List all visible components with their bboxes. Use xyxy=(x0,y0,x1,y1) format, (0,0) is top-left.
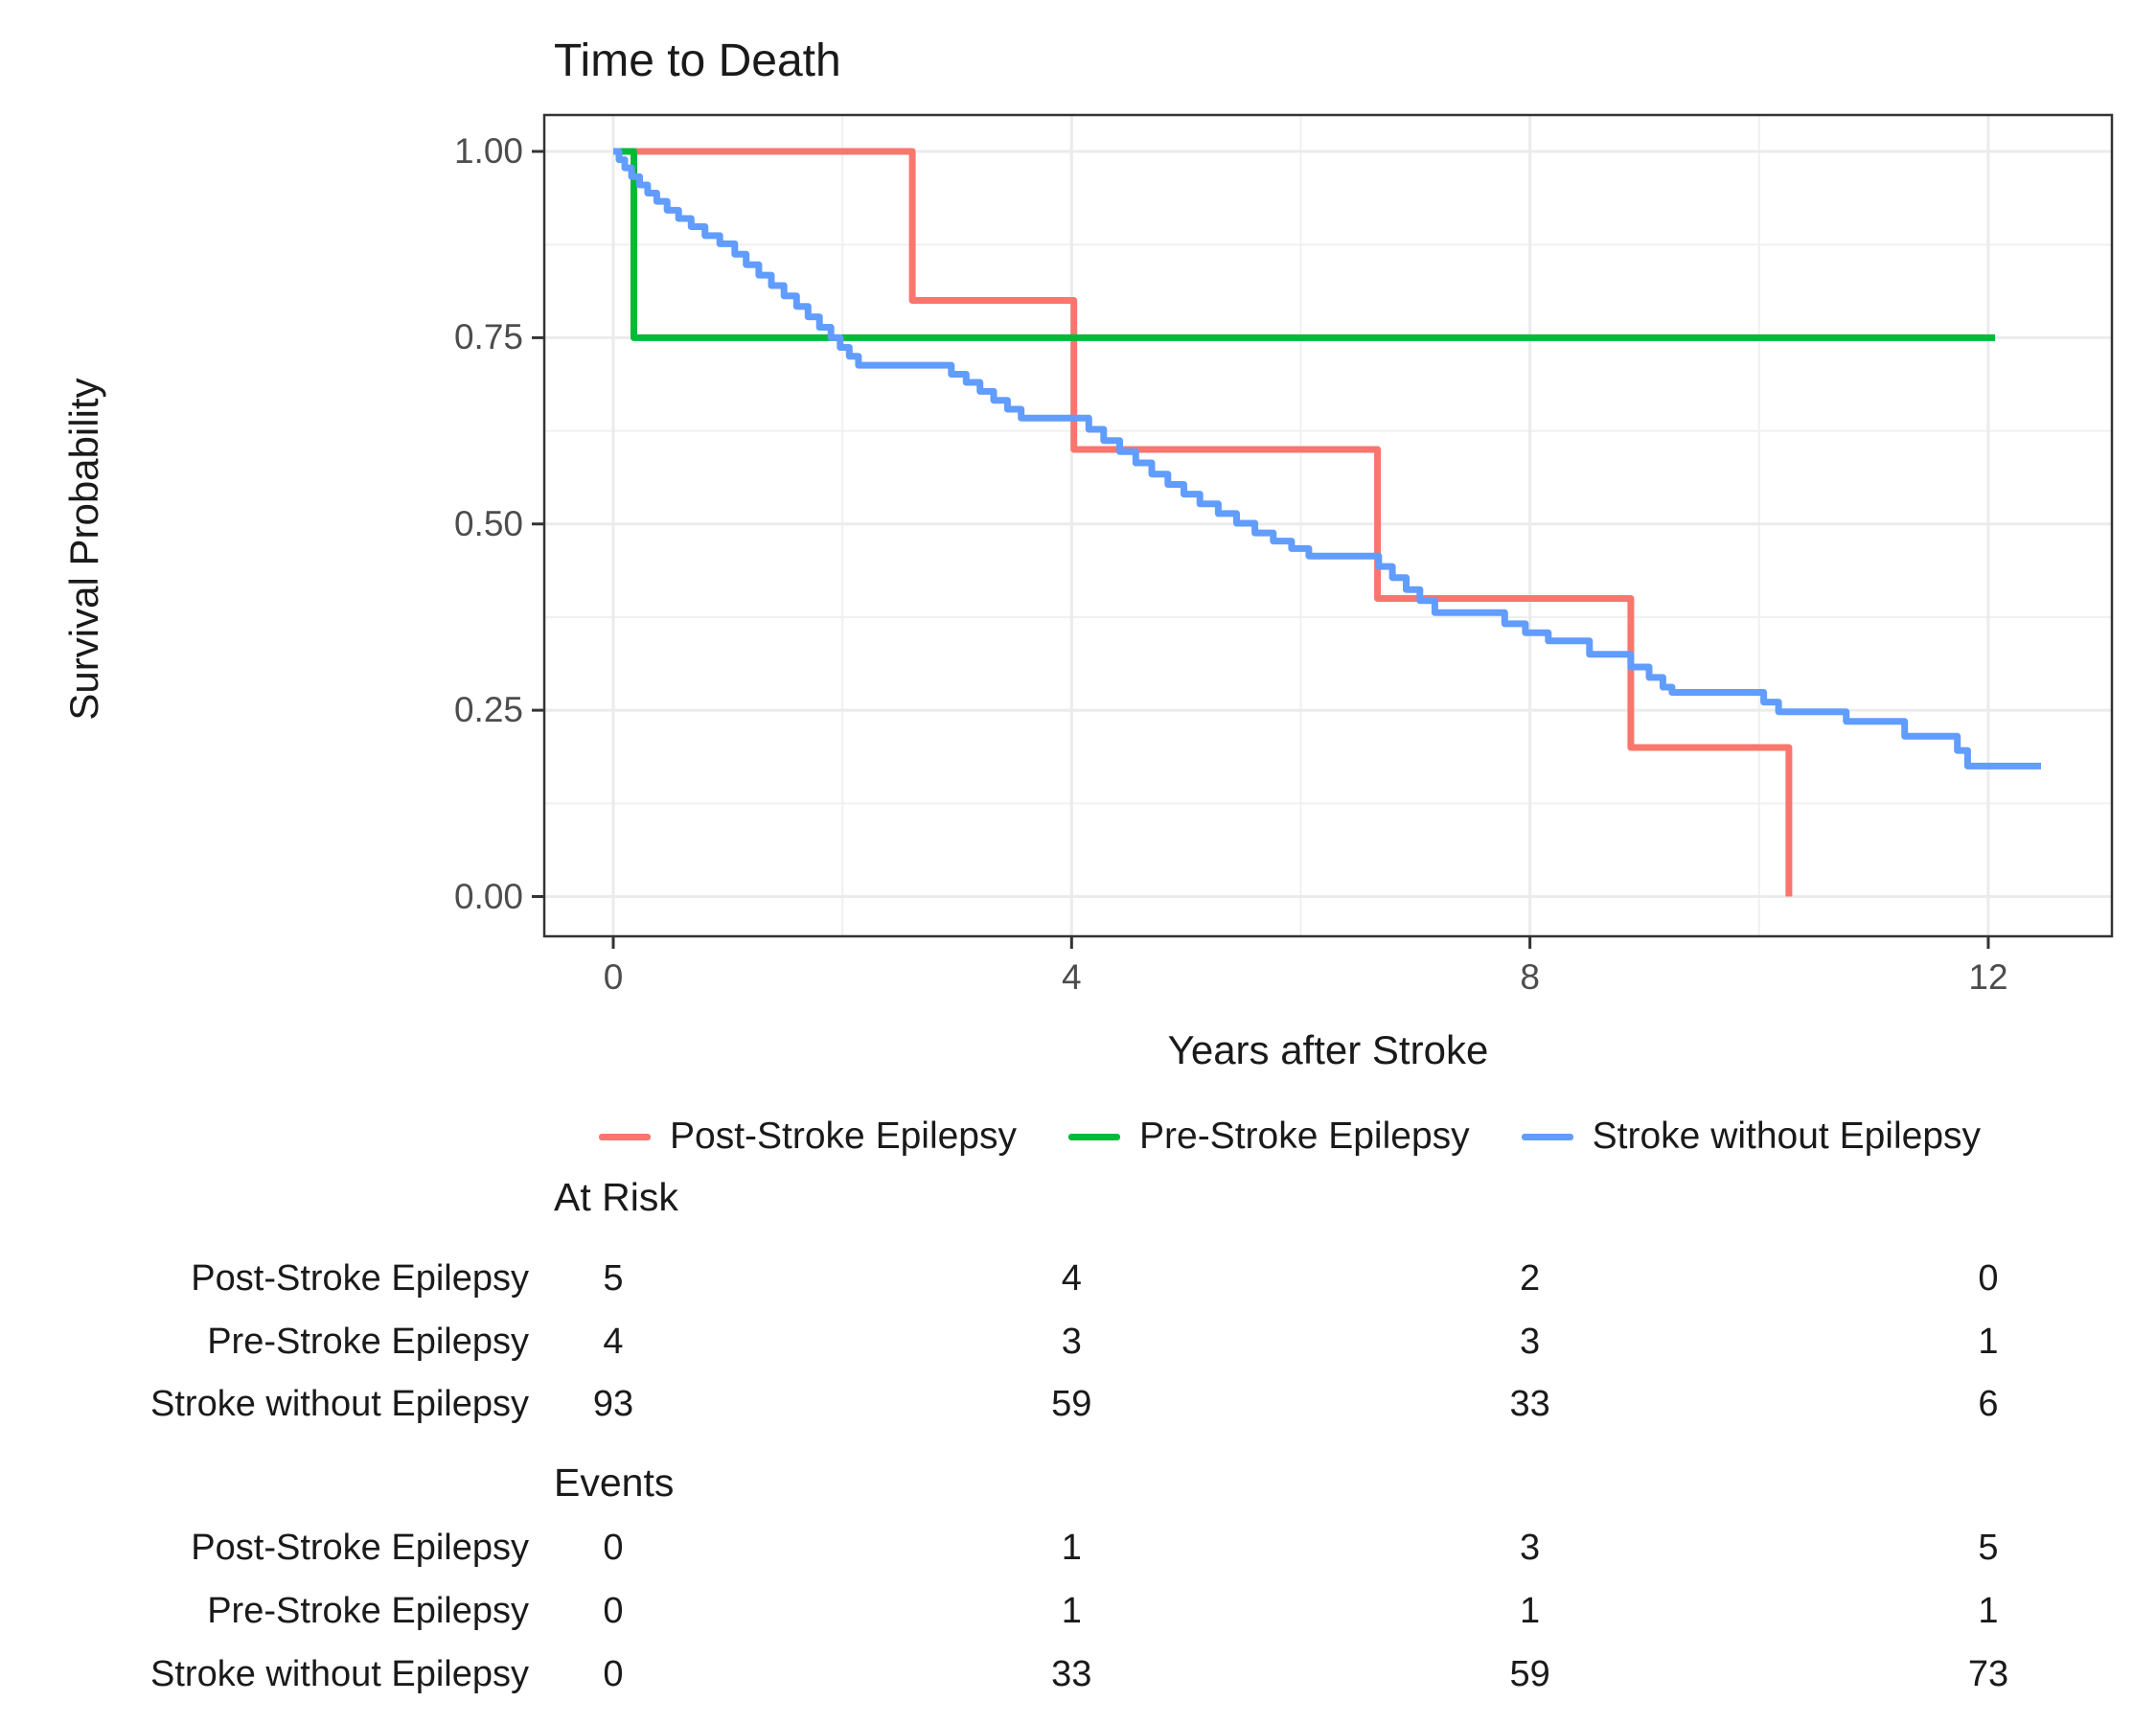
table-cell: 0 xyxy=(603,1591,624,1631)
table-cell: 1 xyxy=(1061,1528,1082,1568)
table-cell: 3 xyxy=(1520,1322,1541,1362)
legend: Post-Stroke Epilepsy Pre-Stroke Epilepsy S… xyxy=(599,1115,2032,1159)
y-tick-label: 0.50 xyxy=(453,503,523,543)
chart-title: Time to Death xyxy=(554,35,841,86)
table-row-label: Stroke without Epilepsy xyxy=(150,1384,529,1424)
legend-key-line xyxy=(599,1133,651,1140)
table-cell: 33 xyxy=(1509,1384,1550,1424)
legend-key-line xyxy=(1521,1133,1573,1140)
table-row-label: Post-Stroke Epilepsy xyxy=(191,1258,529,1299)
table-cell: 0 xyxy=(603,1528,624,1568)
table-row-label: Post-Stroke Epilepsy xyxy=(191,1528,529,1568)
y-tick-label: 0.25 xyxy=(453,690,523,730)
x-tick-label: 8 xyxy=(1520,957,1540,997)
x-tick-label: 0 xyxy=(603,957,624,997)
table-row-label: Pre-Stroke Epilepsy xyxy=(207,1591,529,1631)
table-cell: 3 xyxy=(1520,1528,1541,1568)
legend-key-line xyxy=(1068,1133,1120,1140)
km-curve-stroke-without-epilepsy xyxy=(613,148,2041,770)
panel-background xyxy=(544,115,2112,936)
table-row-label: Stroke without Epilepsy xyxy=(150,1654,529,1694)
table-row-label: Pre-Stroke Epilepsy xyxy=(207,1322,529,1362)
table-cell: 0 xyxy=(1978,1258,1999,1299)
table-cell: 3 xyxy=(1061,1322,1082,1362)
survival-curves xyxy=(613,148,2041,897)
table-cell: 59 xyxy=(1051,1384,1092,1424)
table-cell: 4 xyxy=(1061,1258,1082,1299)
legend-label: Post-Stroke Epilepsy xyxy=(670,1116,1017,1157)
legend-item: Post-Stroke Epilepsy xyxy=(599,1116,1017,1158)
km-curve-pre-stroke-epilepsy xyxy=(613,148,1996,341)
legend-label: Stroke without Epilepsy xyxy=(1592,1116,1982,1157)
table-cell: 6 xyxy=(1978,1384,1999,1424)
panel-border xyxy=(542,113,2114,938)
table-cell: 2 xyxy=(1520,1258,1541,1299)
y-tick-label: 0.00 xyxy=(453,876,523,916)
table-cell: 1 xyxy=(1978,1322,1999,1362)
legend-label: Pre-Stroke Epilepsy xyxy=(1139,1116,1470,1157)
table-cell: 5 xyxy=(1978,1528,1999,1568)
table-cell: 0 xyxy=(603,1654,624,1694)
axis-ticks xyxy=(532,150,1990,949)
table-cell: 5 xyxy=(603,1258,624,1299)
events-table-heading: Events xyxy=(554,1460,675,1505)
y-tick-label: 0.75 xyxy=(453,317,523,357)
km-curve-post-stroke-epilepsy xyxy=(613,148,1793,897)
table-cell: 4 xyxy=(603,1322,624,1362)
x-axis-title: Years after Stroke xyxy=(1167,1027,1489,1072)
table-cell: 33 xyxy=(1051,1654,1092,1694)
risk-table-heading: At Risk xyxy=(554,1175,678,1219)
table-cell: 1 xyxy=(1520,1591,1541,1631)
table-cell: 1 xyxy=(1978,1591,1999,1631)
legend-item: Stroke without Epilepsy xyxy=(1521,1116,1982,1158)
table-cell: 73 xyxy=(1967,1654,2009,1694)
table-cell: 59 xyxy=(1509,1654,1550,1694)
legend-item: Pre-Stroke Epilepsy xyxy=(1068,1116,1470,1158)
y-tick-label: 1.00 xyxy=(453,131,523,171)
x-tick-label: 12 xyxy=(1968,957,2008,997)
table-cell: 93 xyxy=(592,1384,634,1424)
table-cell: 1 xyxy=(1061,1591,1082,1631)
x-tick-label: 4 xyxy=(1062,957,1082,997)
